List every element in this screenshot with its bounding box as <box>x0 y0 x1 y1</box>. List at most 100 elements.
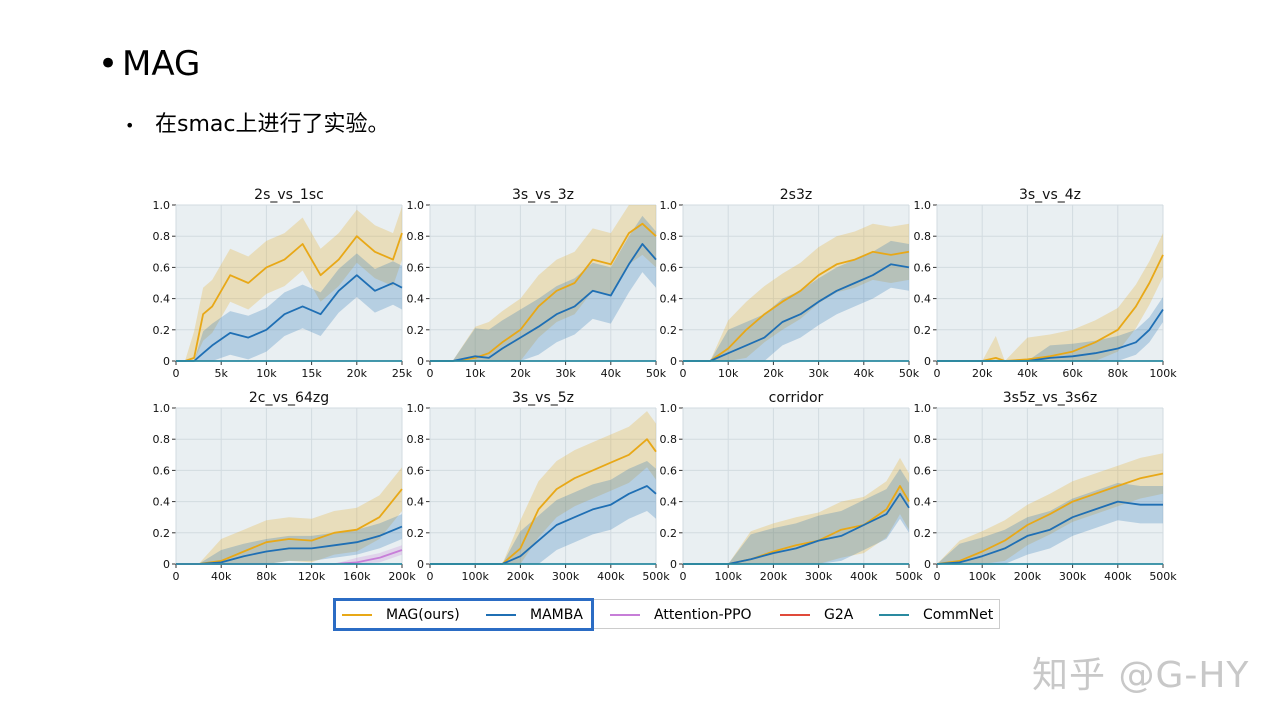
chart-2s3z: 0 0.2 0.4 0.6 0.8 1.0 0 10k 20k 30k 40k 50k 2s3z <box>660 187 920 380</box>
y-tick-label: 0.8 <box>153 433 171 446</box>
band-mamba <box>683 240 909 361</box>
legend-item-commnet: CommNet <box>879 607 993 623</box>
x-tick-label: 300k <box>1059 570 1087 583</box>
x-tick-label: 0 <box>173 570 180 583</box>
x-tick-label: 300k <box>552 570 580 583</box>
series-line-mag-ours <box>936 472 1164 565</box>
x-tick-label: 15k <box>301 367 322 380</box>
x-tick-label: 25k <box>392 367 413 380</box>
chart-title: corridor <box>769 390 824 406</box>
chart-title: 3s_vs_5z <box>512 390 574 406</box>
y-tick-label: 0 <box>163 558 170 571</box>
x-tick-label: 80k <box>1108 367 1129 380</box>
y-tick-label: 0.6 <box>914 261 932 274</box>
y-tick-label: 0.8 <box>914 433 932 446</box>
series-line-mamba <box>176 525 403 565</box>
band-mag-ours <box>683 457 909 564</box>
y-tick-label: 0.8 <box>660 230 678 243</box>
x-tick-label: 500k <box>895 570 923 583</box>
x-tick-label: 10k <box>256 367 277 380</box>
y-tick-label: 0 <box>670 558 677 571</box>
y-tick-label: 0.2 <box>407 527 425 540</box>
x-tick-label: 200k <box>507 570 535 583</box>
y-tick-label: 0.6 <box>153 261 171 274</box>
x-tick-label: 0 <box>934 570 941 583</box>
y-tick-label: 0.8 <box>407 433 425 446</box>
y-tick-label: 0.6 <box>153 464 171 477</box>
y-tick-label: 0.4 <box>914 496 932 509</box>
x-tick-label: 20k <box>763 367 784 380</box>
plot-area <box>683 205 909 361</box>
y-tick-label: 0.8 <box>660 433 678 446</box>
band-mag-ours <box>430 205 656 361</box>
x-tick-label: 300k <box>805 570 833 583</box>
y-tick-label: 0.4 <box>153 496 171 509</box>
chart-title: 3s_vs_3z <box>512 187 574 203</box>
title-text: MAG <box>122 44 201 84</box>
y-tick-label: 0.2 <box>914 324 932 337</box>
y-tick-label: 1.0 <box>407 199 425 212</box>
series-line-mag-ours <box>937 254 1164 362</box>
x-tick-label: 5k <box>215 367 229 380</box>
legend-swatch-mamba <box>486 614 516 616</box>
x-tick-label: 400k <box>1104 570 1132 583</box>
series-line-mag-ours <box>683 250 910 362</box>
x-tick-label: 100k <box>1149 367 1177 380</box>
y-tick-label: 0.2 <box>153 324 171 337</box>
y-tick-label: 1.0 <box>407 402 425 415</box>
x-tick-label: 10k <box>718 367 739 380</box>
x-tick-label: 160k <box>343 570 371 583</box>
y-tick-label: 1.0 <box>660 402 678 415</box>
legend-item-mag: MAG(ours) <box>342 607 460 623</box>
slide-title: • MAG <box>98 44 200 84</box>
x-tick-label: 500k <box>642 570 670 583</box>
subtitle-bullet: • <box>125 115 135 135</box>
y-tick-label: 1.0 <box>914 199 932 212</box>
chart-2c-vs-64zg: 0 0.2 0.4 0.6 0.8 1.0 0 40k 80k 120k 160k 200k 2c_vs… <box>153 390 417 583</box>
chart-3s-vs-4z: 0 0.2 0.4 0.6 0.8 1.0 0 20k 40k 60k 80k 100k 3s_vs_4… <box>914 187 1178 380</box>
band-mag-ours <box>176 206 402 361</box>
x-tick-label: 50k <box>899 367 920 380</box>
band-mag-ours <box>937 233 1163 361</box>
x-tick-label: 400k <box>850 570 878 583</box>
band-mamba <box>683 468 909 564</box>
x-tick-label: 80k <box>256 570 277 583</box>
chart-title: 3s5z_vs_3s6z <box>1003 390 1098 406</box>
watermark: 知乎 @G-HY <box>1032 655 1250 696</box>
x-tick-label: 0 <box>173 367 180 380</box>
chart-3s5z-vs-3s6z: 0 0.2 0.4 0.6 0.8 1.0 0 100k 200k 300k 400k 500k 3s5… <box>914 390 1178 583</box>
y-tick-label: 0.8 <box>153 230 171 243</box>
chart-2s-vs-1sc: 0 0.2 0.4 0.6 0.8 1.0 0 5k 10k 15k 20k 25k 2s_vs_1sc <box>153 187 413 380</box>
legend-highlight-frame <box>333 598 594 631</box>
x-tick-label: 0 <box>427 570 434 583</box>
x-tick-label: 30k <box>555 367 576 380</box>
y-tick-label: 0 <box>417 355 424 368</box>
chart-title: 3s_vs_4z <box>1019 187 1081 203</box>
series-line-mamba <box>683 492 910 565</box>
series-line-mag-ours <box>176 232 403 362</box>
y-tick-label: 0.6 <box>407 261 425 274</box>
band-attention-ppo <box>176 545 402 564</box>
x-tick-label: 10k <box>465 367 486 380</box>
subtitle-text: 在smac上进行了实验。 <box>155 112 390 137</box>
y-tick-label: 1.0 <box>660 199 678 212</box>
x-tick-label: 0 <box>427 367 434 380</box>
plot-area <box>937 408 1163 564</box>
y-tick-label: 0 <box>924 355 931 368</box>
y-tick-label: 1.0 <box>914 402 932 415</box>
y-tick-label: 0.2 <box>153 527 171 540</box>
series-line-mag-ours <box>176 488 403 565</box>
y-tick-label: 0.6 <box>660 261 678 274</box>
title-bullet: • <box>98 44 119 84</box>
legend-swatch-g2a <box>780 614 810 616</box>
legend-label-mamba: MAMBA <box>530 607 583 623</box>
y-tick-label: 0.8 <box>407 230 425 243</box>
y-tick-label: 0.6 <box>407 464 425 477</box>
chart-3s-vs-3z: 0 0.2 0.4 0.6 0.8 1.0 0 10k 20k 30k 40k 50k 3s_vs_3z <box>407 187 667 380</box>
legend-label-g2a: G2A <box>824 607 854 623</box>
series-line-mamba <box>683 263 910 362</box>
y-tick-label: 1.0 <box>153 199 171 212</box>
band-mamba <box>937 297 1163 361</box>
y-tick-label: 0.8 <box>914 230 932 243</box>
